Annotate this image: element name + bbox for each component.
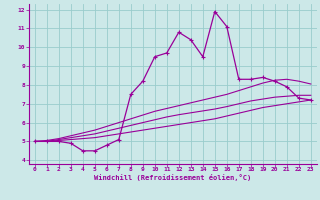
X-axis label: Windchill (Refroidissement éolien,°C): Windchill (Refroidissement éolien,°C) (94, 174, 252, 181)
